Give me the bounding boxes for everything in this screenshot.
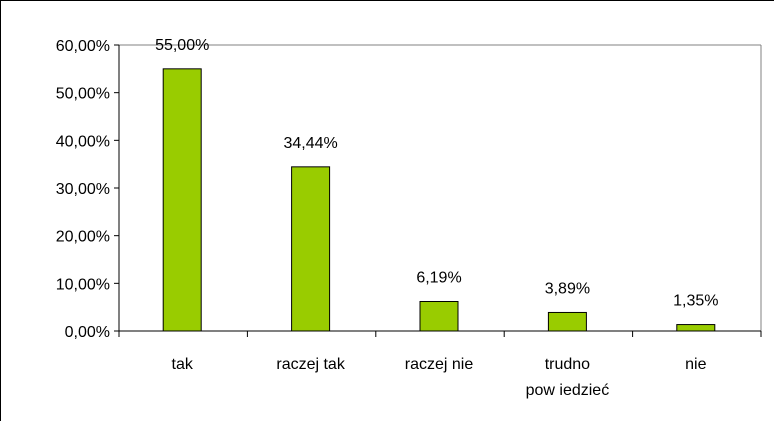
bar-0: [162, 68, 202, 332]
category-label-1: raczej tak: [276, 356, 345, 373]
bar-2: [419, 300, 459, 332]
y-tick-label: 40,00%: [56, 133, 110, 150]
y-tick-label: 50,00%: [56, 86, 110, 103]
bar-3: [547, 311, 587, 332]
data-label-4: 1,35%: [673, 293, 718, 310]
data-label-2: 6,19%: [416, 269, 461, 286]
category-label-0: tak: [172, 356, 194, 373]
y-axis: 0,00% 10,00% 20,00% 30,00% 40,00% 50,00% 60,00…: [56, 38, 120, 341]
y-tick-label: 20,00%: [56, 229, 110, 246]
y-tick-label: 30,00%: [56, 181, 110, 198]
category-label-4: nie: [685, 356, 706, 373]
data-labels: 55,00% 34,44% 6,19% 3,89% 1,35%: [155, 37, 718, 310]
category-label-3: trudno: [545, 356, 590, 373]
data-label-1: 34,44%: [283, 135, 337, 152]
bars: [162, 68, 716, 332]
category-label-2: raczej nie: [405, 356, 474, 373]
y-tick-label: 10,00%: [56, 276, 110, 293]
data-label-0: 55,00%: [155, 37, 209, 54]
category-label-3: pow iedzieć: [526, 382, 610, 399]
bar-1: [291, 166, 331, 332]
data-label-3: 3,89%: [545, 280, 590, 297]
plot-area: [119, 44, 762, 331]
y-tick-label: 60,00%: [56, 38, 110, 55]
x-axis: tak raczej tak raczej nie trudno pow iedzieć…: [118, 330, 762, 399]
y-tick-label: 0,00%: [65, 324, 110, 341]
bar-4: [676, 324, 716, 332]
